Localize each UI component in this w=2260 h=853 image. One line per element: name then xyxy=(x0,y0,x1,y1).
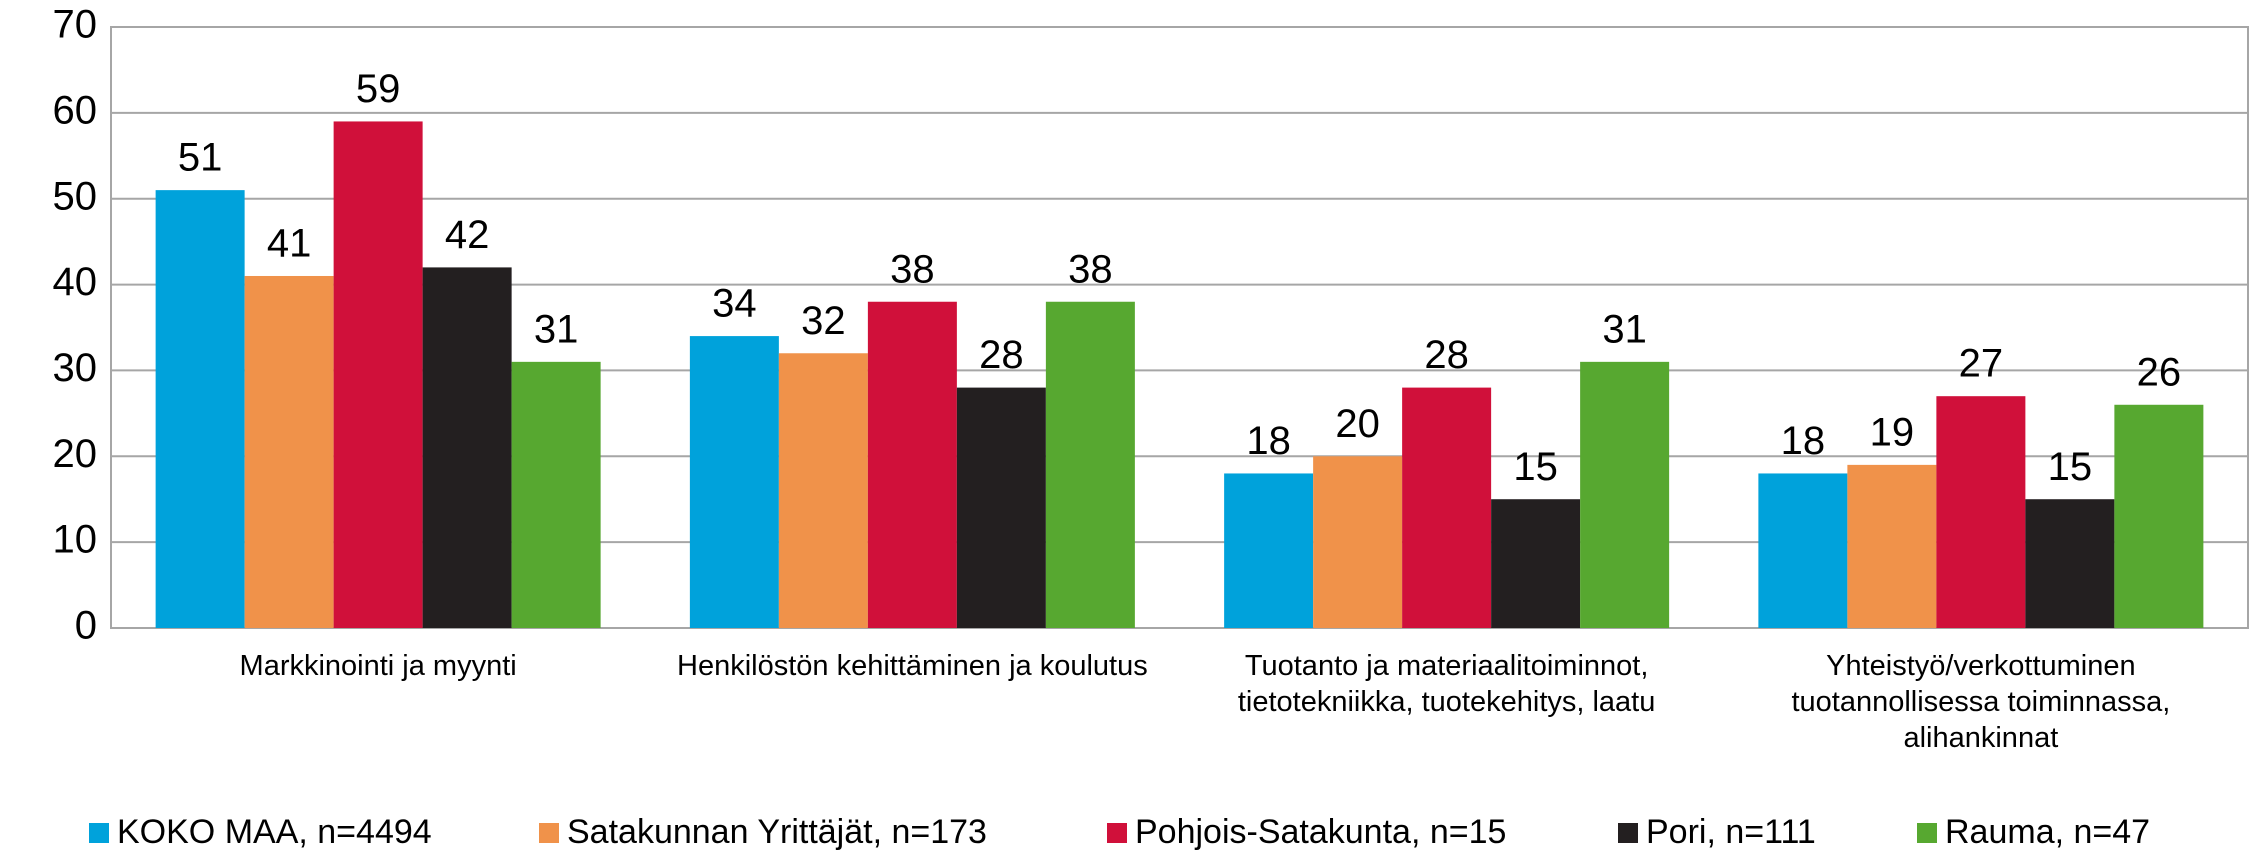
data-label: 28 xyxy=(979,333,1024,377)
bar xyxy=(511,361,601,628)
y-tick-label: 50 xyxy=(53,174,98,218)
legend-swatch xyxy=(1917,823,1937,843)
data-label: 32 xyxy=(801,299,846,343)
y-tick-label: 30 xyxy=(53,346,98,390)
legend-swatch xyxy=(539,823,559,843)
legend-swatch xyxy=(89,823,109,843)
bar xyxy=(1402,387,1492,628)
data-label: 18 xyxy=(1246,419,1291,463)
data-label: 42 xyxy=(445,213,490,257)
bar xyxy=(689,336,779,628)
legend-label: Pori, n=111 xyxy=(1646,813,1816,851)
data-label: 15 xyxy=(2048,445,2093,489)
bar xyxy=(1313,456,1403,628)
legend-swatch xyxy=(1107,823,1127,843)
bar xyxy=(2025,499,2115,628)
bar xyxy=(244,275,334,628)
bar xyxy=(155,190,245,628)
x-tick-label: Henkilöstön kehittäminen ja koulutus xyxy=(677,650,1148,682)
y-tick-label: 60 xyxy=(53,88,98,132)
legend-label: Rauma, n=47 xyxy=(1945,813,2150,851)
plot-border xyxy=(110,26,2249,629)
data-label: 51 xyxy=(178,136,223,180)
legend-swatch xyxy=(1618,823,1638,843)
y-tick-label: 10 xyxy=(53,518,98,562)
data-label: 28 xyxy=(1424,333,1469,377)
x-tick-label: Yhteistyö/verkottuminen tuotannollisessa … xyxy=(1791,650,2170,754)
data-label: 38 xyxy=(1068,247,1113,291)
data-label: 20 xyxy=(1335,402,1380,446)
x-tick-label: Markkinointi ja myynti xyxy=(240,650,517,682)
bar xyxy=(1936,396,2026,628)
bar xyxy=(1224,473,1314,628)
bar xyxy=(1758,473,1848,628)
bar xyxy=(956,387,1046,628)
y-tick-label: 70 xyxy=(53,3,98,47)
data-label: 59 xyxy=(356,67,401,111)
data-label: 15 xyxy=(1513,445,1558,489)
y-tick-label: 20 xyxy=(53,432,98,476)
data-label: 38 xyxy=(890,247,935,291)
data-label: 18 xyxy=(1781,419,1826,463)
data-label: 41 xyxy=(267,222,312,266)
bar xyxy=(867,301,957,628)
bar xyxy=(1847,464,1937,628)
data-label: 19 xyxy=(1870,410,1915,454)
y-tick-label: 40 xyxy=(53,260,98,304)
bar xyxy=(333,121,423,628)
bar xyxy=(1045,301,1135,628)
bar xyxy=(1580,361,1670,628)
data-label: 31 xyxy=(1602,307,1647,351)
data-label: 34 xyxy=(712,282,757,326)
bar xyxy=(778,353,868,628)
legend-label: Pohjois-Satakunta, n=15 xyxy=(1135,813,1506,851)
bar xyxy=(422,267,512,628)
legend-label: Satakunnan Yrittäjät, n=173 xyxy=(567,813,987,851)
data-label: 31 xyxy=(534,307,579,351)
data-label: 26 xyxy=(2137,350,2182,394)
legend-label: KOKO MAA, n=4494 xyxy=(117,813,432,851)
data-label: 27 xyxy=(1959,342,2004,386)
y-tick-label: 0 xyxy=(75,604,97,648)
bar xyxy=(2114,404,2204,628)
bar xyxy=(1491,499,1581,628)
x-tick-label: Tuotanto ja materiaalitoiminnot, tietotek… xyxy=(1238,650,1656,718)
